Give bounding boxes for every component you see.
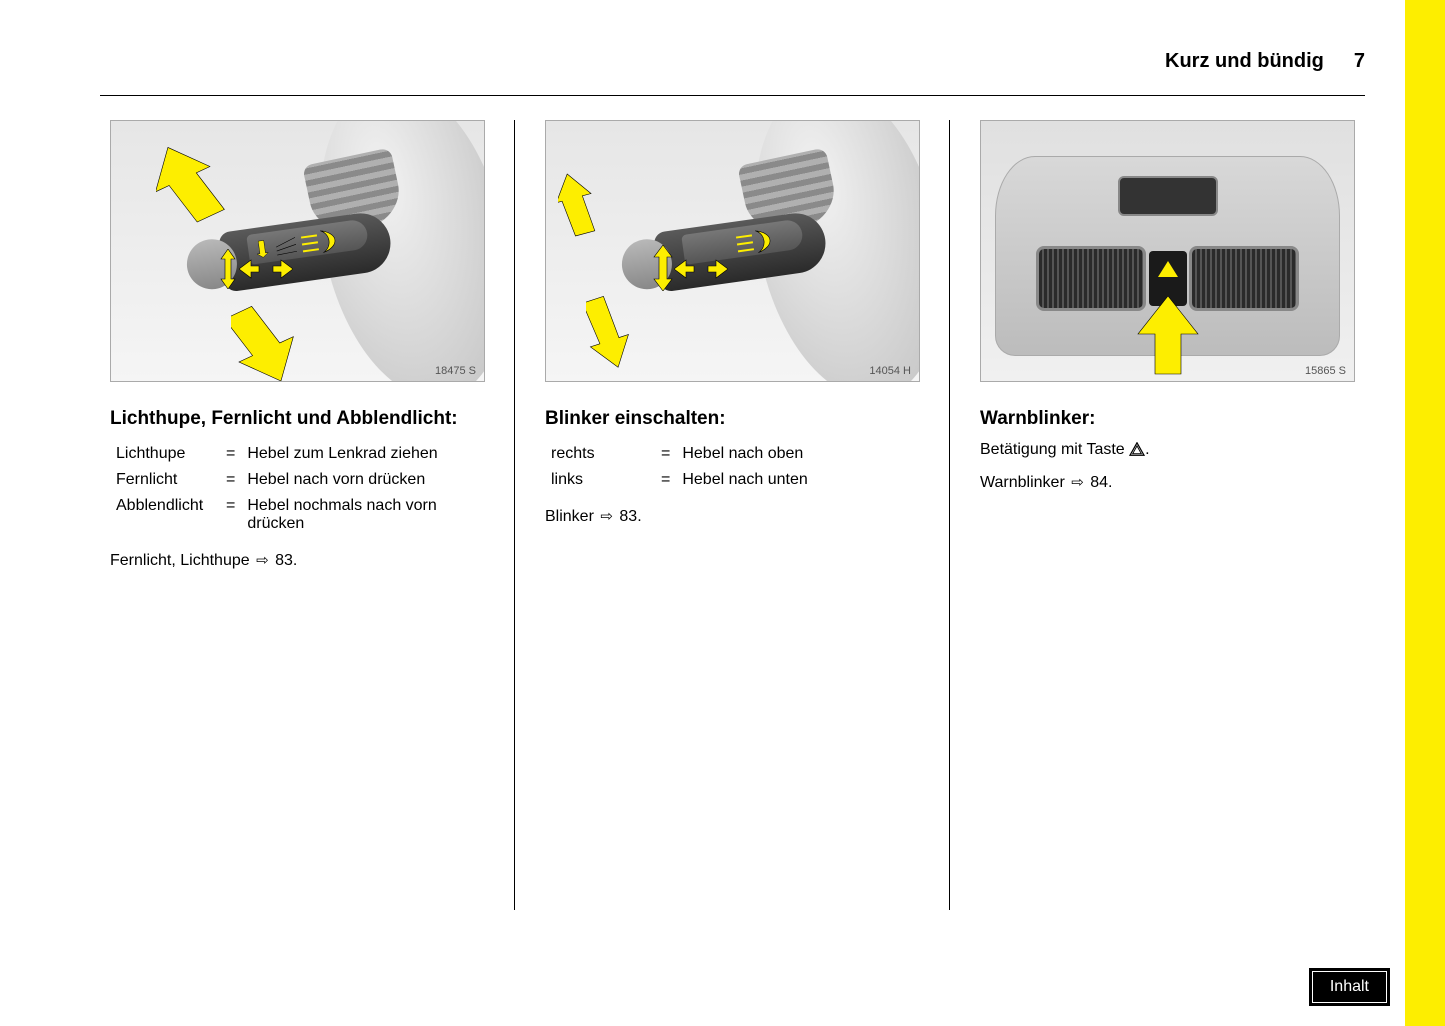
column-3: 15865 S Warnblinker: Betätigung mit Tast… (980, 120, 1355, 570)
link-arrow-icon: ⇨ (600, 507, 613, 525)
arrow-down-small-icon (586, 289, 641, 369)
col3-crossref: Warnblinker ⇨ 84. (980, 473, 1355, 492)
ref-text: Warnblinker (980, 474, 1069, 491)
turn-arrows-icon (674, 256, 728, 282)
column-2: 14054 H Blinker einschalten: rechts = He… (545, 120, 920, 570)
arrow-press-up-icon (1133, 296, 1203, 381)
illustration-label: 14054 H (869, 365, 911, 377)
illustration-hazard-button: 15865 S (980, 120, 1355, 382)
arrow-up-small-icon (558, 171, 608, 241)
link-arrow-icon: ⇨ (1071, 473, 1084, 491)
col1-crossref: Fernlicht, Lichthupe ⇨ 83. (110, 551, 485, 570)
col3-heading: Warnblinker: (980, 407, 1355, 431)
arrow-down-icon (231, 291, 316, 381)
col2-definitions: rechts = Hebel nach oben links = Hebel n… (545, 441, 920, 493)
illustration-label: 15865 S (1305, 365, 1346, 377)
illustration-headlight-lever: 18475 S (110, 120, 485, 382)
definition: Hebel nochmals nach vorn drücken (241, 493, 485, 537)
col3-body: Betätigung mit Taste . (980, 441, 1355, 459)
ref-text: Blinker (545, 508, 598, 525)
definition: Hebel zum Lenkrad ziehen (241, 441, 485, 467)
definition-row: Abblendlicht = Hebel nochmals nach vorn … (110, 493, 485, 537)
illustration-blinker-lever: 14054 H (545, 120, 920, 382)
link-arrow-icon: ⇨ (256, 551, 269, 569)
content-columns: 18475 S Lichthupe, Fernlicht und Abblend… (110, 120, 1355, 570)
section-title: Kurz und bündig (1165, 50, 1324, 73)
updown-large-icon (652, 245, 674, 291)
ref-page: 83. (275, 552, 297, 569)
col2-heading: Blinker einschalten: (545, 407, 920, 431)
header-divider (100, 95, 1365, 96)
equals: = (220, 467, 241, 493)
equals: = (220, 493, 241, 537)
term: links (545, 467, 655, 493)
equals: = (655, 441, 676, 467)
sidebar-accent (1405, 0, 1445, 1026)
updown-icon (219, 249, 237, 289)
col1-definitions: Lichthupe = Hebel zum Lenkrad ziehen Fer… (110, 441, 485, 537)
term: rechts (545, 441, 655, 467)
contents-button[interactable]: Inhalt (1309, 968, 1390, 1006)
illustration-label: 18475 S (435, 365, 476, 377)
definition-row: Fernlicht = Hebel nach vorn drücken (110, 467, 485, 493)
ref-page: 83. (619, 508, 641, 525)
equals: = (655, 467, 676, 493)
ref-page: 84. (1090, 474, 1112, 491)
term: Abblendlicht (110, 493, 220, 537)
definition: Hebel nach vorn drücken (241, 467, 485, 493)
definition-row: rechts = Hebel nach oben (545, 441, 920, 467)
column-divider (949, 120, 950, 910)
ref-text: Fernlicht, Lichthupe (110, 552, 254, 569)
hazard-triangle-icon (1129, 442, 1145, 456)
equals: = (220, 441, 241, 467)
contents-label: Inhalt (1330, 978, 1369, 995)
term: Fernlicht (110, 467, 220, 493)
definition-row: links = Hebel nach unten (545, 467, 920, 493)
page-header: Kurz und bündig 7 (1165, 50, 1365, 73)
body-prefix: Betätigung mit Taste (980, 441, 1129, 458)
col2-crossref: Blinker ⇨ 83. (545, 507, 920, 526)
column-divider (514, 120, 515, 910)
turn-arrows-icon (239, 256, 293, 282)
definition-row: Lichthupe = Hebel zum Lenkrad ziehen (110, 441, 485, 467)
col1-heading: Lichthupe, Fernlicht und Abblendlicht: (110, 407, 485, 431)
term: Lichthupe (110, 441, 220, 467)
definition: Hebel nach unten (676, 467, 920, 493)
page-number: 7 (1354, 50, 1365, 73)
body-suffix: . (1145, 441, 1149, 458)
definition: Hebel nach oben (676, 441, 920, 467)
arrow-up-icon (156, 139, 236, 229)
column-1: 18475 S Lichthupe, Fernlicht und Abblend… (110, 120, 485, 570)
